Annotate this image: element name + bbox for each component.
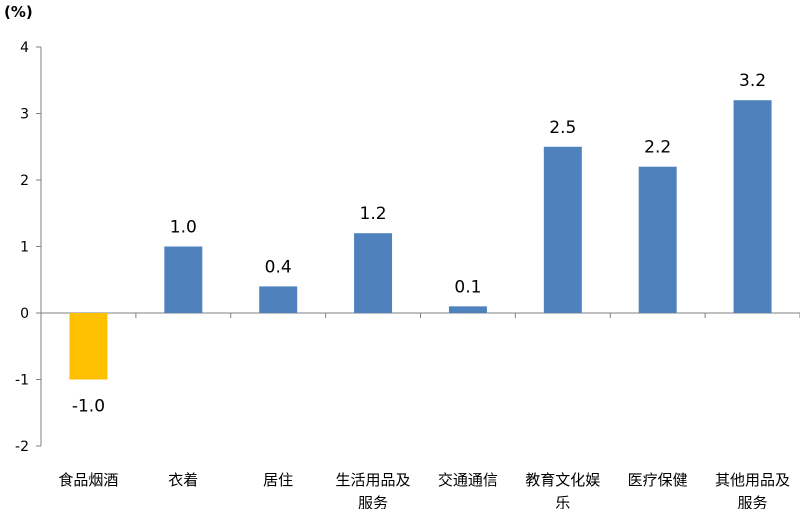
bar	[638, 166, 677, 313]
x-tick-label: 生活用品及	[336, 471, 411, 489]
x-tick-label: 衣着	[168, 471, 198, 489]
y-tick-label: 2	[20, 173, 29, 189]
data-label: 0.1	[454, 277, 481, 297]
y-tick-label: 0	[20, 306, 29, 322]
x-axis	[40, 312, 800, 318]
x-tick-label: 医疗保健	[628, 471, 688, 489]
x-tick-label: 服务	[358, 494, 388, 509]
y-tick-label: 4	[20, 40, 29, 56]
y-axis: -2 -1 0 1 2 3 4	[15, 40, 42, 455]
data-label: 0.4	[265, 257, 292, 277]
x-tick-label: 交通通信	[438, 471, 498, 489]
bars	[69, 100, 772, 380]
bar	[354, 233, 393, 313]
bar	[69, 313, 108, 380]
data-label: -1.0	[72, 397, 105, 417]
data-label: 3.2	[739, 71, 766, 91]
data-label: 2.2	[644, 138, 671, 158]
data-label: 1.2	[360, 204, 387, 224]
value-labels: -1.0 1.0 0.4 1.2 0.1 2.5 2.2 3.2	[72, 71, 766, 416]
x-tick-label: 教育文化娱	[525, 471, 600, 489]
y-tick-label: 1	[20, 240, 29, 256]
bar	[448, 306, 487, 313]
bar	[259, 286, 298, 313]
x-tick-label: 居住	[263, 471, 293, 489]
x-tick-label: 食品烟酒	[58, 471, 118, 489]
bar	[164, 246, 203, 313]
data-label: 2.5	[549, 118, 576, 138]
y-tick-label: -1	[15, 373, 29, 389]
x-tick-label: 其他用品及	[715, 471, 790, 489]
data-label: 1.0	[170, 218, 197, 238]
bar	[543, 146, 582, 313]
x-tick-label: 服务	[738, 494, 768, 509]
bar	[733, 100, 772, 313]
y-tick-label: 3	[20, 107, 29, 123]
y-tick-label: -2	[15, 439, 29, 455]
y-unit-label: (%)	[4, 3, 33, 21]
x-tick-label: 乐	[555, 494, 570, 509]
